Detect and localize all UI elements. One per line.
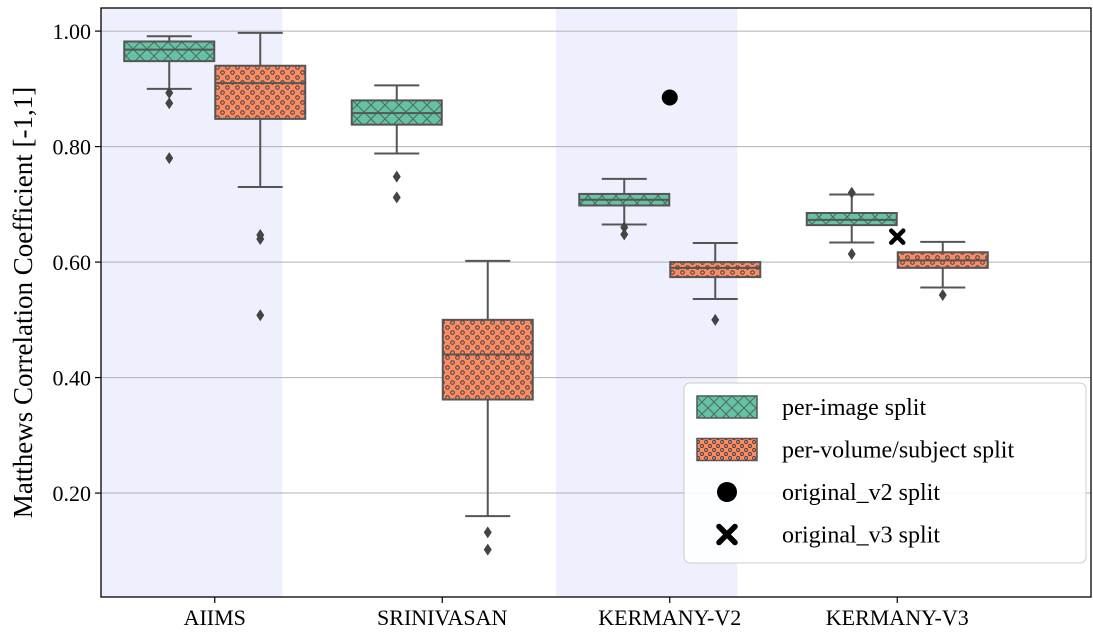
box-per_image-aiims bbox=[123, 35, 216, 165]
outlier-point bbox=[256, 309, 265, 322]
legend-x-icon bbox=[716, 523, 738, 546]
legend-swatch bbox=[696, 437, 758, 462]
outlier-point bbox=[847, 186, 856, 199]
marker-original-v2 bbox=[661, 89, 678, 106]
outlier-point bbox=[483, 526, 492, 539]
x-tick-label: SRINIVASAN bbox=[377, 605, 508, 630]
box-per_volume-kermany-v3 bbox=[896, 240, 989, 301]
y-tick-label: 0.40 bbox=[53, 366, 92, 391]
box-series bbox=[123, 31, 989, 556]
plot-frame bbox=[100, 7, 1092, 598]
y-tick-label: 0.80 bbox=[53, 135, 92, 160]
box-per_image-kermany-v3 bbox=[805, 186, 898, 260]
legend-item-original-v3: original_v3 split bbox=[716, 523, 940, 549]
outlier-point bbox=[483, 543, 492, 556]
outlier-point bbox=[938, 288, 947, 301]
legend-circle-icon bbox=[717, 482, 737, 502]
outlier-point bbox=[256, 232, 265, 245]
y-tick-label: 1.00 bbox=[53, 19, 92, 44]
x-tick-label: KERMANY-V2 bbox=[598, 605, 741, 630]
x-tick-label: KERMANY-V3 bbox=[826, 605, 969, 630]
legend: per-image split per-volume/subject split o… bbox=[683, 382, 1087, 564]
box-body bbox=[669, 261, 762, 279]
legend-item-original-v2: original_v2 split bbox=[717, 480, 940, 506]
box-per_image-srinivasan bbox=[350, 84, 443, 204]
legend-swatch bbox=[696, 395, 758, 419]
box-body bbox=[441, 318, 534, 401]
highlight-bands bbox=[101, 8, 738, 597]
y-tick-label: 0.20 bbox=[53, 481, 92, 506]
legend-label: per-image split bbox=[782, 395, 926, 421]
outlier-point bbox=[711, 313, 720, 326]
marker-original-v3 bbox=[889, 228, 906, 245]
box-body bbox=[214, 64, 307, 120]
outlier-point bbox=[620, 228, 629, 241]
box-per_volume-srinivasan bbox=[441, 259, 534, 556]
outlier-point bbox=[165, 152, 174, 165]
y-axis-label: Matthews Correlation Coefficient [-1,1] bbox=[8, 87, 38, 518]
marker-points bbox=[661, 89, 906, 245]
legend-item-per-image: per-image split bbox=[696, 395, 926, 421]
outlier-point bbox=[847, 247, 856, 260]
legend-item-per-volume: per-volume/subject split bbox=[696, 437, 1014, 464]
outlier-point bbox=[392, 170, 401, 183]
legend-label: per-volume/subject split bbox=[782, 438, 1014, 464]
legend-label: original_v3 split bbox=[782, 523, 940, 549]
y-tick-label: 0.60 bbox=[53, 250, 92, 275]
box-per_volume-aiims bbox=[214, 31, 307, 322]
box-per_volume-kermany-v2 bbox=[669, 242, 762, 326]
outlier-point bbox=[392, 191, 401, 204]
x-tick-label: AIIMS bbox=[184, 605, 246, 630]
axes: 0.20 0.40 0.60 0.80 1.00 AIIMS SRINIVASAN KERMA… bbox=[8, 7, 1092, 630]
outlier-point bbox=[620, 221, 629, 234]
outlier-point bbox=[165, 97, 174, 110]
box-per_image-kermany-v2 bbox=[578, 177, 671, 241]
legend-label: original_v2 split bbox=[782, 480, 940, 506]
box-body bbox=[123, 40, 216, 63]
outlier-point bbox=[165, 86, 174, 99]
legend-frame bbox=[683, 382, 1087, 564]
